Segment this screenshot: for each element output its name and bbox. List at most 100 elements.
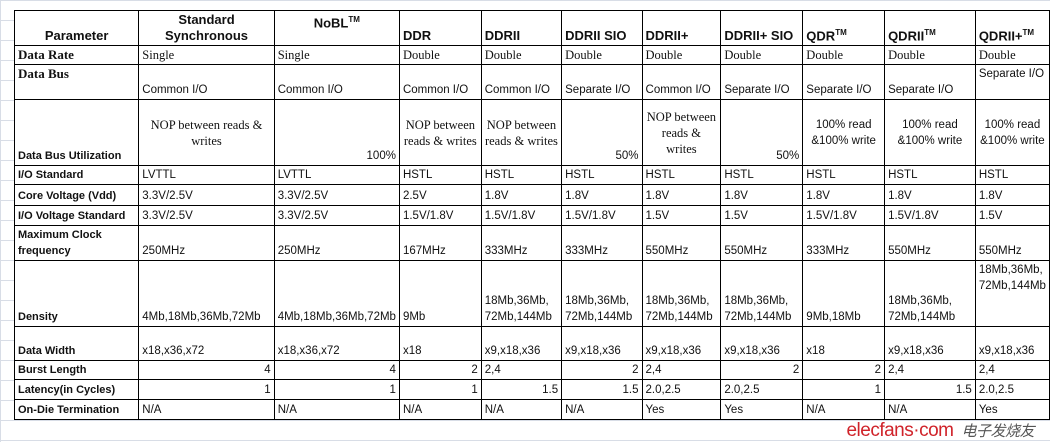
table-cell: N/A	[884, 399, 976, 420]
table-cell: 333MHz	[561, 225, 643, 261]
table-cell: Common I/O	[273, 64, 400, 100]
table-row: Core Voltage (Vdd) 3.3V/2.5V 3.3V/2.5V 2.5V…	[13, 184, 1050, 206]
table-cell: HSTL	[561, 165, 643, 185]
watermark-logo: elecfans·com 电子发烧友	[846, 420, 1034, 442]
table-cell: 1.5	[561, 379, 643, 400]
column-header: QDRIITM	[884, 10, 976, 46]
watermark-text: elecfans·com	[846, 420, 954, 441]
column-name: DDRII SIO	[565, 28, 627, 43]
sram-comparison-table: Parameter Standard Synchronous NoBLTM DDR DD…	[13, 10, 1050, 420]
table-cell: 100% read &100% write	[802, 99, 886, 166]
table-cell: 18Mb,36Mb, 72Mb,144Mb	[641, 260, 722, 327]
table-cell: 1	[273, 379, 400, 400]
row-label: On-Die Termination	[13, 399, 140, 420]
table-cell: N/A	[802, 399, 886, 420]
table-cell: Common I/O	[138, 64, 275, 100]
column-header: QDRTM	[802, 10, 886, 46]
table-cell: 550MHz	[720, 225, 804, 261]
table-cell: 4	[138, 360, 275, 380]
table-cell: 2.5V	[398, 184, 482, 206]
row-label: Data Rate	[13, 45, 140, 65]
table-cell: HSTL	[720, 165, 804, 185]
table-cell: 18Mb,36Mb, 72Mb,144Mb	[561, 260, 643, 327]
header-parameter: Parameter	[13, 10, 140, 46]
column-name: QDRII+	[978, 28, 1023, 43]
table-cell: 100% read &100% write	[884, 99, 976, 166]
table-row: Data Width x18,x36,x72 x18,x36,x72 x18 x9,x1…	[13, 326, 1050, 361]
watermark-cn-text: 电子发烧友	[961, 422, 1034, 440]
table-cell: Single	[138, 45, 275, 65]
table-cell: x18	[398, 326, 482, 361]
row-label: I/O Standard	[13, 165, 140, 185]
trademark-mark: TM	[835, 27, 847, 37]
table-cell: 3.3V/2.5V	[273, 184, 400, 206]
table-cell: 4Mb,18Mb,36Mb,72Mb	[138, 260, 275, 327]
table-cell: 2	[720, 360, 804, 380]
table-cell: 18Mb,36Mb, 72Mb,144Mb	[884, 260, 976, 327]
table-cell: NOP between reads & writes	[641, 99, 722, 166]
column-header: DDRII	[480, 10, 563, 46]
row-label: Data Width	[13, 326, 140, 361]
table-cell: NOP between reads & writes	[138, 99, 275, 166]
table-cell: Yes	[720, 399, 804, 420]
column-name: NoBL	[313, 15, 349, 31]
table-cell: 1.5V/1.8V	[561, 205, 643, 226]
table-cell: LVTTL	[273, 165, 400, 185]
table-cell: x9,x18,x36	[641, 326, 722, 361]
table-row: I/O Standard LVTTL LVTTL HSTL HSTL HSTL HSTL HS…	[13, 165, 1050, 185]
column-name: QDR	[806, 28, 836, 43]
table-cell: 1.5V/1.8V	[398, 205, 482, 226]
table-cell: x18,x36,x72	[138, 326, 275, 361]
table-cell: 2	[561, 360, 643, 380]
table-cell: Separate I/O	[802, 64, 886, 100]
trademark-mark: TM	[348, 15, 360, 24]
table-cell: 3.3V/2.5V	[273, 205, 400, 226]
table-cell: 333MHz	[802, 225, 886, 261]
table-cell: 3.3V/2.5V	[138, 184, 275, 206]
table-cell: 2.0,2.5	[720, 379, 804, 400]
table-cell: 9Mb,18Mb	[802, 260, 886, 327]
table-cell: Double	[480, 45, 563, 65]
table-cell: 2,4	[884, 360, 976, 380]
column-name: DDRII+ SIO	[724, 28, 794, 43]
table-cell: 2	[802, 360, 886, 380]
table-cell: 1	[802, 379, 886, 400]
table-cell: 550MHz	[974, 225, 1050, 261]
row-label: Data Bus Utilization	[13, 99, 140, 166]
table-cell: HSTL	[641, 165, 722, 185]
table-cell: 1.8V	[641, 184, 722, 206]
table-cell: 550MHz	[641, 225, 722, 261]
table-cell: 1	[398, 379, 482, 400]
table-cell: 3.3V/2.5V	[138, 205, 275, 226]
column-header: DDRII SIO	[561, 10, 643, 46]
table-cell: NOP between reads & writes	[398, 99, 482, 166]
table-cell: Double	[720, 45, 804, 65]
trademark-mark: TM	[924, 27, 936, 37]
table-cell: x9,x18,x36	[480, 326, 563, 361]
column-name: Standard Synchronous	[164, 12, 249, 43]
column-name: DDR	[402, 28, 432, 43]
table-cell: 2,4	[480, 360, 563, 380]
row-label: Density	[13, 260, 140, 327]
table-row: On-Die Termination N/A N/A N/A N/A N/A Yes Yes N…	[13, 399, 1050, 420]
table-cell: 1.8V	[974, 184, 1050, 206]
column-name: DDRII+	[645, 28, 689, 43]
trademark-mark: TM	[1022, 27, 1035, 37]
table-cell: NOP between reads & writes	[480, 99, 563, 166]
row-label: Latency(in Cycles)	[13, 379, 140, 400]
table-cell: 1.5V/1.8V	[802, 205, 886, 226]
table-cell: 2,4	[641, 360, 722, 380]
table-cell: 18Mb,36Mb, 72Mb,144Mb	[974, 260, 1050, 327]
table-cell: 2.0,2.5	[641, 379, 722, 400]
table-cell: 18Mb,36Mb, 72Mb,144Mb	[480, 260, 563, 327]
table-cell: 1.8V	[561, 184, 643, 206]
table-cell: N/A	[480, 399, 563, 420]
column-name: DDRII	[484, 28, 521, 43]
table-cell: 1.8V	[720, 184, 804, 206]
table-cell: 1.8V	[884, 184, 976, 206]
column-header: DDRII+	[641, 10, 722, 46]
table-cell: 100%	[273, 99, 400, 166]
column-header: QDRII+TM	[974, 10, 1050, 46]
table-cell: x9,x18,x36	[720, 326, 804, 361]
table-cell: Common I/O	[641, 64, 722, 100]
